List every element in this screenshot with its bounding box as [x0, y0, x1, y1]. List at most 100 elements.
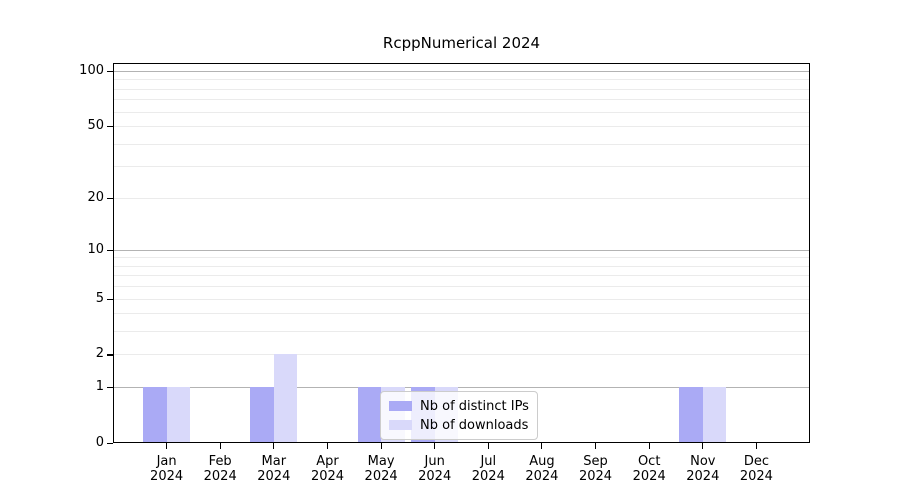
legend-entry-distinct-ips: Nb of distinct IPs	[389, 398, 529, 414]
bar-distinct-ips	[250, 387, 274, 443]
x-label-year: 2024	[471, 469, 505, 484]
y-minor-gridline	[113, 197, 810, 199]
x-axis-tick	[219, 443, 221, 449]
y-axis-tick-label: 10	[87, 241, 104, 257]
y-axis-tick	[107, 354, 113, 356]
x-label-year: 2024	[739, 469, 773, 484]
y-major-gridline	[113, 387, 810, 389]
plot-area-frame	[113, 63, 810, 443]
y-minor-gridline	[113, 286, 810, 288]
bar-downloads	[273, 354, 298, 443]
y-major-gridline	[113, 71, 810, 72]
x-axis-tick-label: Sep 2024	[564, 454, 628, 484]
x-label-month: Nov	[690, 454, 716, 469]
x-axis-tick-label: Aug 2024	[510, 454, 574, 484]
bar-downloads	[702, 387, 727, 443]
x-axis-tick-label: Jan 2024	[135, 454, 199, 484]
y-axis-tick-label: 0	[95, 435, 104, 450]
y-minor-gridline	[113, 275, 810, 277]
x-axis-tick-label: May 2024	[349, 454, 413, 484]
y-minor-gridline	[113, 298, 810, 300]
x-axis-tick-label: Mar 2024	[242, 454, 306, 484]
chart-title: RcppNumerical 2024	[382, 34, 541, 52]
legend-entry-downloads: Nb of downloads	[389, 417, 529, 433]
legend-label-distinct-ips: Nb of distinct IPs	[420, 398, 529, 414]
x-label-year: 2024	[686, 469, 720, 484]
x-label-year: 2024	[310, 469, 345, 484]
y-axis-tick-label: 5	[95, 290, 104, 306]
y-minor-gridline	[113, 99, 810, 101]
x-label-month: Feb	[208, 454, 232, 469]
x-label-month: Sep	[583, 454, 608, 469]
x-axis-tick	[434, 443, 436, 449]
bar-distinct-ips	[679, 387, 703, 443]
y-axis-tick-label: 2	[95, 346, 104, 362]
x-axis-tick	[541, 443, 543, 449]
y-axis-tick-label: 20	[87, 189, 104, 205]
x-axis-tick-label: Jun 2024	[403, 454, 467, 484]
x-label-month: Mar	[261, 454, 287, 469]
y-minor-gridline	[113, 265, 810, 267]
x-axis-tick-label: Feb 2024	[188, 454, 252, 484]
x-label-year: 2024	[150, 469, 184, 484]
x-label-year: 2024	[364, 469, 398, 484]
x-label-month: Jul	[480, 454, 497, 469]
x-label-month: Jan	[156, 454, 177, 469]
bar-distinct-ips	[357, 387, 382, 443]
legend: Nb of distinct IPs Nb of downloads	[380, 391, 538, 440]
y-axis-tick	[107, 197, 113, 199]
x-axis-tick	[166, 443, 168, 449]
x-axis-tick	[487, 443, 489, 449]
x-label-year: 2024	[525, 469, 559, 484]
x-axis-tick	[755, 443, 757, 449]
x-label-month: May	[367, 454, 395, 469]
y-minor-gridline	[113, 166, 810, 168]
x-axis-tick	[594, 443, 597, 449]
y-major-gridline	[113, 249, 810, 251]
x-label-year: 2024	[632, 469, 666, 484]
x-axis-tick	[648, 443, 650, 449]
x-axis-tick-label: Apr 2024	[296, 454, 360, 484]
x-axis-tick	[380, 443, 382, 449]
x-axis-tick	[702, 443, 704, 449]
x-label-year: 2024	[578, 469, 613, 484]
y-minor-gridline	[113, 88, 810, 90]
y-minor-gridline	[113, 111, 810, 113]
x-axis-tick	[273, 443, 275, 449]
legend-label-downloads: Nb of downloads	[420, 417, 529, 433]
y-minor-gridline	[113, 313, 810, 315]
bar-downloads	[166, 387, 191, 443]
x-label-month: Oct	[637, 454, 661, 469]
x-label-month: Aug	[529, 454, 555, 469]
y-minor-gridline	[113, 354, 810, 356]
y-axis-tick	[107, 298, 113, 300]
x-axis-tick-label: Oct 2024	[617, 454, 681, 484]
y-axis-tick	[107, 126, 113, 128]
x-axis-tick-label: Nov 2024	[671, 454, 735, 484]
x-label-month: Jun	[424, 454, 445, 469]
y-axis-tick	[107, 249, 113, 251]
y-minor-gridline	[113, 79, 810, 81]
y-axis-tick-label: 50	[87, 118, 104, 134]
bar-distinct-ips	[143, 387, 167, 443]
y-minor-gridline	[113, 143, 810, 145]
y-axis-tick	[107, 71, 113, 73]
y-minor-gridline	[113, 126, 810, 128]
x-label-year: 2024	[257, 469, 291, 484]
y-axis-tick-label: 1	[95, 379, 104, 395]
x-label-month: Dec	[743, 454, 769, 469]
x-label-month: Apr	[316, 454, 339, 469]
x-axis-tick-label: Dec 2024	[724, 454, 788, 484]
x-axis-tick	[326, 443, 329, 449]
y-axis-tick	[107, 387, 113, 389]
x-axis-tick-label: Jul 2024	[456, 454, 520, 484]
x-label-year: 2024	[203, 469, 237, 484]
legend-swatch-downloads-icon	[389, 420, 412, 430]
y-axis-tick	[107, 443, 113, 445]
x-label-year: 2024	[418, 469, 452, 484]
legend-swatch-distinct-ips-icon	[389, 401, 412, 411]
y-axis-tick-label: 100	[79, 63, 104, 78]
y-minor-gridline	[113, 331, 810, 333]
y-minor-gridline	[113, 257, 810, 259]
